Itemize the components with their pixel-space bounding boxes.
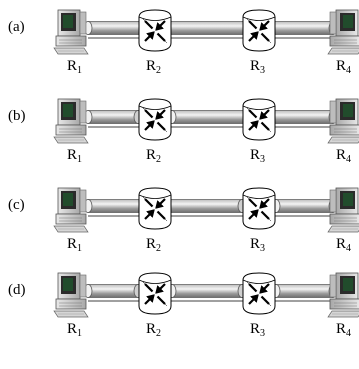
router-arrows-icon bbox=[246, 107, 272, 133]
router-icon bbox=[242, 187, 276, 230]
host-computer-icon bbox=[53, 98, 89, 144]
row-label: (b) bbox=[8, 108, 26, 124]
router-arrows-icon bbox=[142, 281, 168, 307]
node-label-R1: R1 bbox=[67, 321, 82, 339]
router-icon bbox=[138, 9, 172, 52]
node-label-R2: R2 bbox=[146, 236, 161, 254]
tunnel-R1-R4 bbox=[83, 21, 338, 35]
router-arrows-icon bbox=[246, 18, 272, 44]
tunnel-R3-R4 bbox=[271, 284, 338, 298]
row-label: (c) bbox=[8, 197, 25, 213]
router-icon bbox=[138, 272, 172, 315]
host-computer-icon bbox=[327, 9, 359, 55]
router-arrows-icon bbox=[246, 281, 272, 307]
host-computer-icon bbox=[327, 272, 359, 318]
node-label-R4: R4 bbox=[336, 321, 351, 339]
router-icon bbox=[138, 98, 172, 141]
router-icon bbox=[242, 9, 276, 52]
diagram-row: (c) R1 R2 R3 R4 bbox=[8, 187, 359, 254]
router-arrows-icon bbox=[142, 18, 168, 44]
host-computer-icon bbox=[327, 187, 359, 233]
node-label-R1: R1 bbox=[67, 58, 82, 76]
host-computer-icon bbox=[53, 9, 89, 55]
node-label-R2: R2 bbox=[146, 321, 161, 339]
row-label: (d) bbox=[8, 282, 26, 298]
node-label-R1: R1 bbox=[67, 236, 82, 254]
tunnel-R2-R3 bbox=[167, 284, 247, 298]
router-arrows-icon bbox=[246, 196, 272, 222]
node-label-R2: R2 bbox=[146, 147, 161, 165]
tunnel-R3-R4 bbox=[271, 199, 338, 213]
node-label-R3: R3 bbox=[250, 58, 265, 76]
host-computer-icon bbox=[327, 98, 359, 144]
node-label-R3: R3 bbox=[250, 321, 265, 339]
host-computer-icon bbox=[53, 272, 89, 318]
row-label: (a) bbox=[8, 19, 25, 35]
host-computer-icon bbox=[53, 187, 89, 233]
diagram-row: (b) R1 R2 R3 R4 bbox=[8, 98, 359, 165]
node-label-R4: R4 bbox=[336, 236, 351, 254]
tunnel-R1-R2 bbox=[83, 284, 143, 298]
node-label-R3: R3 bbox=[250, 236, 265, 254]
node-label-R3: R3 bbox=[250, 147, 265, 165]
router-icon bbox=[242, 272, 276, 315]
node-label-R4: R4 bbox=[336, 58, 351, 76]
node-label-R1: R1 bbox=[67, 147, 82, 165]
diagram-row: (a) R1 R2 R3 R4 bbox=[8, 9, 359, 76]
node-label-R4: R4 bbox=[336, 147, 351, 165]
router-arrows-icon bbox=[142, 107, 168, 133]
router-arrows-icon bbox=[142, 196, 168, 222]
router-icon bbox=[138, 187, 172, 230]
node-label-R2: R2 bbox=[146, 58, 161, 76]
diagram-row: (d) R1 R2 R3 R4 bbox=[8, 272, 359, 339]
router-icon bbox=[242, 98, 276, 141]
tunnel-R1-R2 bbox=[83, 110, 143, 124]
